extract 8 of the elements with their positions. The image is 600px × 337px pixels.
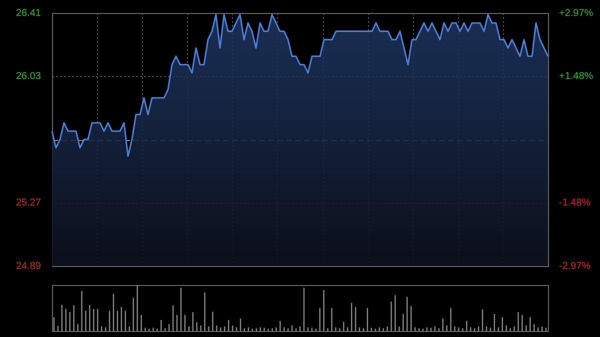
y2-tick-label: +2.97% [559,8,594,19]
y-tick-label: 25.27 [16,198,42,208]
y-tick-label: 26.03 [16,71,42,82]
y2-tick-label: -2.97% [559,260,591,272]
y-tick-label: 26.41 [16,8,42,19]
y2-tick-label: -1.48% [559,197,591,208]
y2-tick-label: +1.48% [559,71,594,82]
y-tick-label: 24.89 [16,260,42,272]
